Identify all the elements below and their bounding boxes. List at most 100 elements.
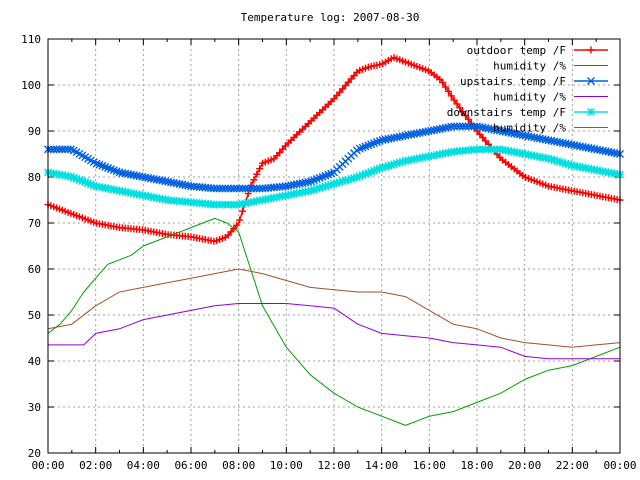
y-tick-label: 90: [28, 125, 41, 138]
series-5: [47, 268, 621, 348]
data-point: [229, 184, 238, 193]
data-point: [355, 172, 364, 181]
data-point: [247, 184, 256, 193]
data-point: [358, 171, 367, 180]
data-point: [318, 183, 327, 192]
y-tick-label: 110: [21, 33, 41, 46]
data-point: [249, 184, 258, 193]
y-tick-label: 70: [28, 217, 41, 230]
x-tick-label: 02:00: [79, 459, 112, 472]
y-tick-label: 30: [28, 401, 41, 414]
data-point: [55, 145, 64, 154]
legend: outdoor temp /F humidity /% upstairs temp …: [447, 44, 608, 135]
legend-marker: [587, 108, 595, 116]
data-point: [241, 184, 250, 193]
data-point: [375, 164, 384, 173]
data-point: [453, 100, 461, 108]
legend-label: upstairs temp /F: [460, 75, 566, 88]
data-point: [450, 96, 458, 104]
data-point: [66, 172, 75, 181]
data-point: [315, 184, 324, 193]
data-point: [224, 184, 233, 193]
data-point: [307, 186, 316, 195]
data-point: [49, 145, 58, 154]
data-point: [390, 160, 399, 169]
data-point: [52, 145, 61, 154]
data-point: [341, 176, 350, 185]
x-tick-label: 10:00: [270, 459, 303, 472]
legend-label: humidity /%: [493, 91, 566, 104]
legend-label: humidity /%: [493, 60, 566, 73]
series-4: [44, 145, 624, 209]
data-point: [387, 161, 396, 170]
data-point: [236, 216, 244, 224]
legend-entry: downstairs temp /F: [447, 106, 608, 119]
data-point: [370, 166, 379, 175]
data-point: [309, 185, 318, 194]
data-point: [312, 184, 321, 193]
data-point: [384, 161, 393, 170]
legend-entry: humidity /%: [493, 91, 608, 104]
y-tick-label: 100: [21, 79, 41, 92]
data-point: [378, 163, 387, 172]
chart-title: Temperature log: 2007-08-30: [241, 11, 420, 24]
data-point: [252, 184, 261, 193]
legend-entry: humidity /%: [493, 60, 608, 73]
data-point: [450, 122, 459, 131]
series-0: [44, 54, 624, 245]
x-tick-label: 08:00: [222, 459, 255, 472]
data-point: [301, 178, 310, 187]
data-point: [330, 179, 338, 188]
data-point: [459, 108, 467, 116]
data-point: [547, 155, 556, 164]
data-point: [395, 158, 404, 167]
data-point: [250, 176, 258, 184]
data-point: [558, 158, 567, 167]
x-tick-label: 14:00: [365, 459, 398, 472]
data-point: [461, 122, 470, 131]
data-point: [61, 145, 70, 154]
y-tick-label: 50: [28, 309, 41, 322]
x-tick-label: 06:00: [174, 459, 207, 472]
data-point: [235, 184, 244, 193]
data-point: [256, 165, 264, 173]
data-point: [233, 221, 241, 229]
data-point: [46, 145, 55, 154]
legend-label: outdoor temp /F: [467, 44, 566, 57]
data-point: [221, 184, 230, 193]
data-point: [75, 175, 84, 184]
x-tick-label: 04:00: [127, 459, 160, 472]
data-point: [458, 122, 467, 131]
plot-frame: [47, 38, 621, 454]
data-point: [442, 83, 450, 91]
data-point: [72, 174, 81, 183]
data-point: [392, 159, 401, 168]
data-point: [464, 115, 472, 123]
x-tick-label: 12:00: [317, 459, 350, 472]
data-point: [232, 184, 241, 193]
data-point: [218, 184, 227, 193]
legend-marker: [587, 46, 595, 54]
data-point: [324, 181, 333, 190]
data-point: [89, 181, 98, 190]
series-line: [48, 303, 620, 360]
series-line: [47, 217, 621, 426]
data-point: [364, 168, 373, 177]
data-point: [561, 159, 570, 168]
data-point: [398, 157, 407, 166]
data-point: [613, 149, 622, 158]
data-point: [81, 178, 90, 187]
data-point: [455, 122, 464, 131]
data-point: [381, 162, 390, 171]
legend-entry: outdoor temp /F: [467, 44, 608, 57]
data-point: [86, 180, 95, 189]
data-point: [555, 157, 564, 166]
data-point: [361, 170, 370, 179]
data-point: [372, 165, 381, 174]
data-point: [338, 177, 347, 186]
data-point: [212, 184, 221, 193]
x-tick-label: 20:00: [508, 459, 541, 472]
data-point: [69, 173, 78, 182]
data-point: [352, 173, 361, 182]
series-1: [47, 217, 621, 426]
